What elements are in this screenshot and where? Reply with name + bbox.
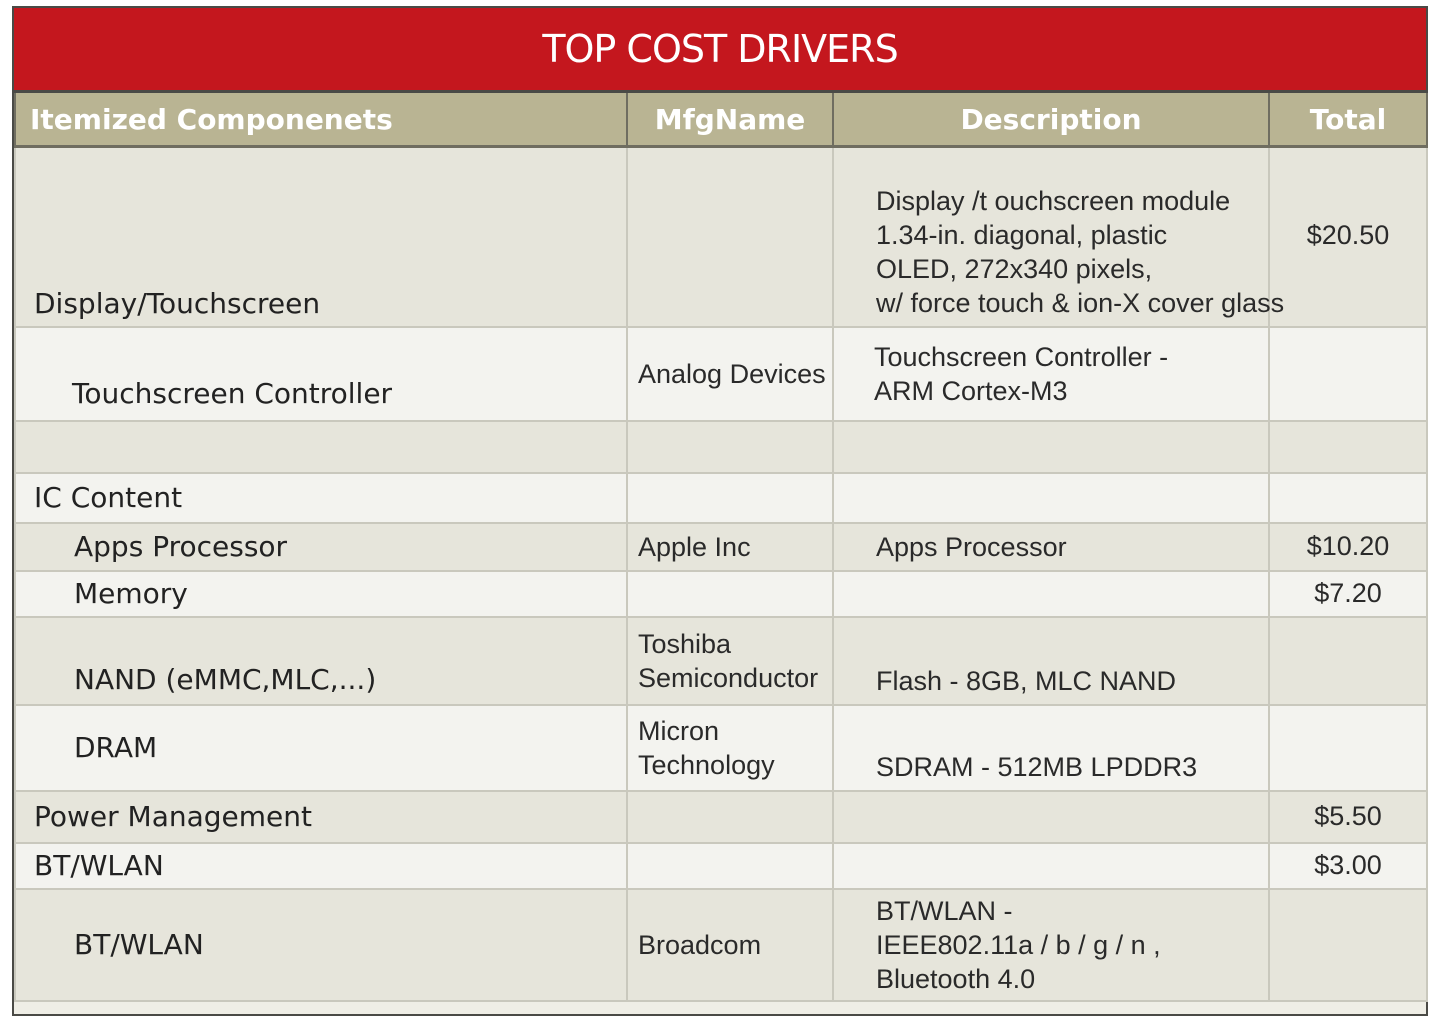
mfg-cell (626, 789, 834, 844)
cost-table-frame: TOP COST DRIVERS Itemized Componenets Mf… (12, 6, 1428, 1016)
total-cell: $20.50 (1268, 145, 1428, 328)
description-line: Bluetooth 4.0 (876, 963, 1036, 994)
description-cell (832, 569, 1270, 618)
description-line: Flash - 8GB, MLC NAND (876, 665, 1177, 696)
total-cell (1268, 325, 1428, 422)
mfg-cell: Broadcom (626, 887, 834, 1002)
component-cell: BT/WLAN (14, 841, 628, 890)
description-line: Touchscreen Controller - (874, 341, 1169, 372)
description-line: BT/WLAN - (876, 895, 1013, 926)
description-line: Display /t ouchscreen module (876, 185, 1231, 216)
table-row: BT/WLAN $3.00 (14, 841, 1428, 890)
table-row: NAND (eMMC,MLC,...) Toshiba Semiconducto… (14, 615, 1428, 706)
total-cell (1268, 471, 1428, 524)
description-line: w/ force touch & ion-X cover glass (876, 287, 1285, 318)
mfg-line: Semiconductor (638, 662, 819, 693)
total-cell: $5.50 (1268, 789, 1428, 844)
table-row: Touchscreen Controller Analog Devices To… (14, 325, 1428, 422)
total-cell: $10.20 (1268, 521, 1428, 572)
column-header-mfg: MfgName (626, 90, 834, 148)
description-cell (832, 789, 1270, 844)
mfg-cell: Micron Technology (626, 703, 834, 792)
description-cell (832, 841, 1270, 890)
component-cell: Apps Processor (14, 521, 628, 572)
total-cell: $3.00 (1268, 841, 1428, 890)
description-cell: Flash - 8GB, MLC NAND (832, 615, 1270, 706)
mfg-cell (626, 841, 834, 890)
table-row: Memory $7.20 (14, 569, 1428, 618)
description-line: ARM Cortex-M3 (874, 375, 1068, 406)
header-row: Itemized Componenets MfgName Description… (14, 90, 1428, 148)
component-cell: DRAM (14, 703, 628, 792)
component-cell: Memory (14, 569, 628, 618)
component-cell: IC Content (14, 471, 628, 524)
mfg-line: Micron (638, 715, 720, 746)
mfg-line: Technology (638, 749, 775, 780)
description-cell: BT/WLAN - IEEE802.11a / b / g / n , Blue… (832, 887, 1270, 1002)
total-cell (1268, 703, 1428, 792)
mfg-line: Toshiba (638, 628, 732, 659)
column-header-description: Description (832, 90, 1270, 148)
mfg-cell: Apple Inc (626, 521, 834, 572)
component-cell: NAND (eMMC,MLC,...) (14, 615, 628, 706)
component-cell: Power Management (14, 789, 628, 844)
description-cell: Display /t ouchscreen module 1.34-in. di… (832, 145, 1285, 328)
mfg-cell (626, 419, 834, 474)
table-row (14, 419, 1428, 474)
mfg-cell (626, 145, 834, 328)
component-cell (14, 419, 628, 474)
total-cell (1268, 615, 1428, 706)
table-row: DRAM Micron Technology SDRAM - 512MB LPD… (14, 703, 1428, 792)
total-cell: $7.20 (1268, 569, 1428, 618)
mfg-cell: Analog Devices (626, 325, 834, 422)
description-cell: SDRAM - 512MB LPDDR3 (832, 703, 1270, 792)
description-cell (832, 419, 1270, 474)
description-cell (832, 471, 1270, 524)
total-cell (1268, 887, 1428, 1002)
table-row: IC Content (14, 471, 1428, 524)
table-title: TOP COST DRIVERS (14, 8, 1426, 90)
component-cell: Touchscreen Controller (14, 325, 628, 422)
description-cell: Touchscreen Controller - ARM Cortex-M3 (832, 325, 1270, 422)
description-cell: Apps Processor (832, 521, 1270, 572)
table-row: Power Management $5.50 (14, 789, 1428, 844)
column-header-component: Itemized Componenets (14, 90, 628, 148)
description-line: Apps Processor (876, 531, 1067, 562)
description-line: SDRAM - 512MB LPDDR3 (876, 751, 1198, 782)
component-cell: BT/WLAN (14, 887, 628, 1002)
total-cell (1268, 419, 1428, 474)
mfg-cell (626, 569, 834, 618)
mfg-cell (626, 471, 834, 524)
table-row: BT/WLAN Broadcom BT/WLAN - IEEE802.11a /… (14, 887, 1428, 1002)
component-cell: Display/Touchscreen (14, 145, 628, 328)
mfg-cell: Toshiba Semiconductor (626, 615, 834, 706)
description-line: OLED, 272x340 pixels, (876, 253, 1153, 284)
table-row: Apps Processor Apple Inc Apps Processor … (14, 521, 1428, 572)
cost-drivers-table: Itemized Componenets MfgName Description… (14, 90, 1428, 1002)
column-header-total: Total (1268, 90, 1428, 148)
table-row: Display/Touchscreen Display /t ouchscree… (14, 145, 1428, 328)
description-line: 1.34-in. diagonal, plastic (876, 219, 1168, 250)
description-line: IEEE802.11a / b / g / n , (876, 929, 1161, 960)
